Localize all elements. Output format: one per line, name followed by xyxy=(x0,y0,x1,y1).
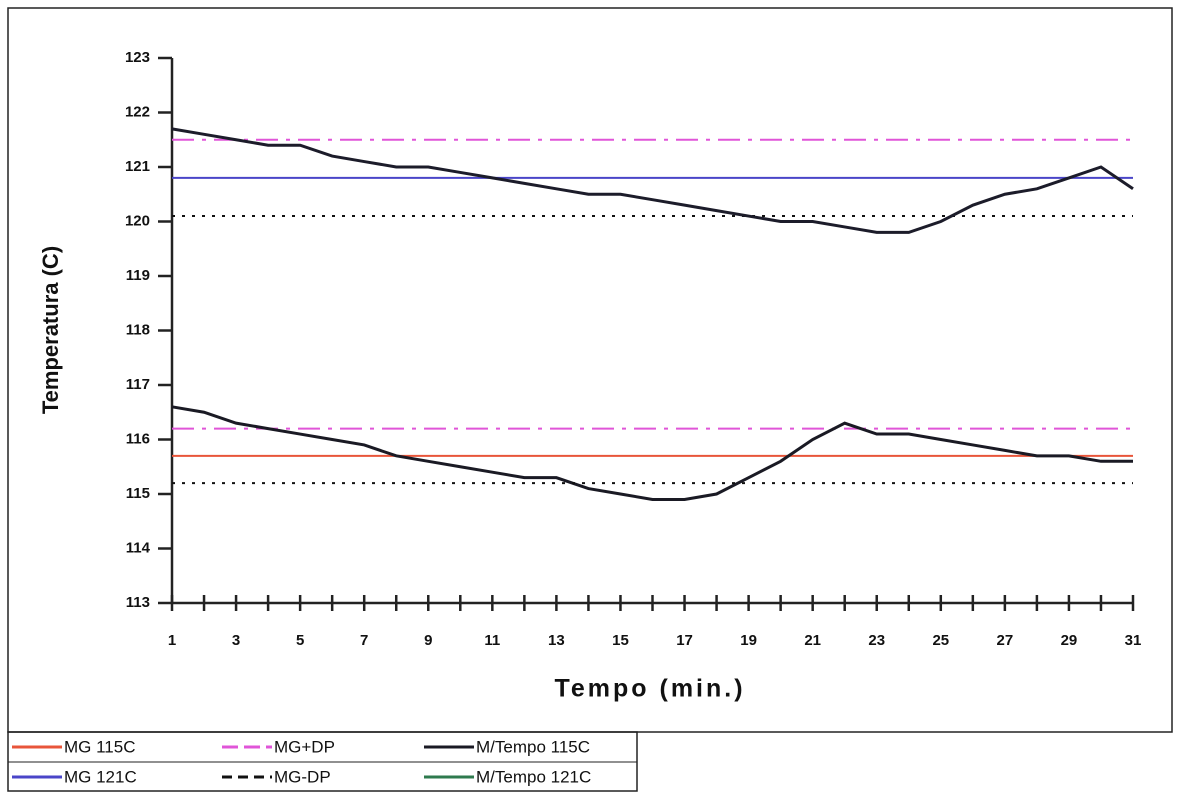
legend-label: MG+DP xyxy=(274,737,335,756)
x-tick-label: 15 xyxy=(612,632,629,649)
x-tick-label: 3 xyxy=(232,632,240,649)
y-tick-label: 115 xyxy=(126,485,150,502)
y-tick-label: 119 xyxy=(126,267,150,284)
y-tick-label: 114 xyxy=(126,539,151,556)
x-tick-label: 31 xyxy=(1125,632,1142,649)
y-tick-label: 123 xyxy=(125,49,150,66)
x-tick-label: 11 xyxy=(484,632,500,649)
legend-label: M/Tempo 121C xyxy=(476,767,591,786)
y-tick-label: 122 xyxy=(125,103,150,120)
y-tick-label: 118 xyxy=(126,321,150,338)
x-tick-label: 7 xyxy=(360,632,368,649)
x-tick-label: 13 xyxy=(548,632,565,649)
x-tick-label: 23 xyxy=(868,632,885,649)
series-line xyxy=(171,405,1133,501)
x-tick-label: 29 xyxy=(1061,632,1078,649)
x-tick-label: 5 xyxy=(296,632,304,649)
chart-border xyxy=(7,7,1173,733)
y-axis-title: Temperatura (C) xyxy=(38,246,63,414)
x-tick-label: 19 xyxy=(740,632,757,649)
y-tick-label: 116 xyxy=(126,430,150,447)
legend-label: M/Tempo 115C xyxy=(476,737,590,756)
x-tick-label: 21 xyxy=(804,632,821,649)
x-tick-label: 1 xyxy=(168,632,176,649)
x-tick-label: 9 xyxy=(424,632,432,649)
legend-label: MG 115C xyxy=(64,737,136,756)
y-tick-label: 121 xyxy=(125,158,150,175)
legend-label: MG 121C xyxy=(64,767,137,786)
y-tick-label: 113 xyxy=(126,594,150,611)
y-tick-label: 117 xyxy=(126,376,150,393)
series-line xyxy=(171,127,1134,234)
x-tick-label: 27 xyxy=(997,632,1014,649)
x-tick-label: 17 xyxy=(676,632,693,649)
y-tick-label: 120 xyxy=(125,212,150,229)
x-axis-title: Tempo (min.) xyxy=(554,675,745,703)
x-tick-label: 25 xyxy=(932,632,949,649)
legend-label: MG-DP xyxy=(274,767,331,786)
